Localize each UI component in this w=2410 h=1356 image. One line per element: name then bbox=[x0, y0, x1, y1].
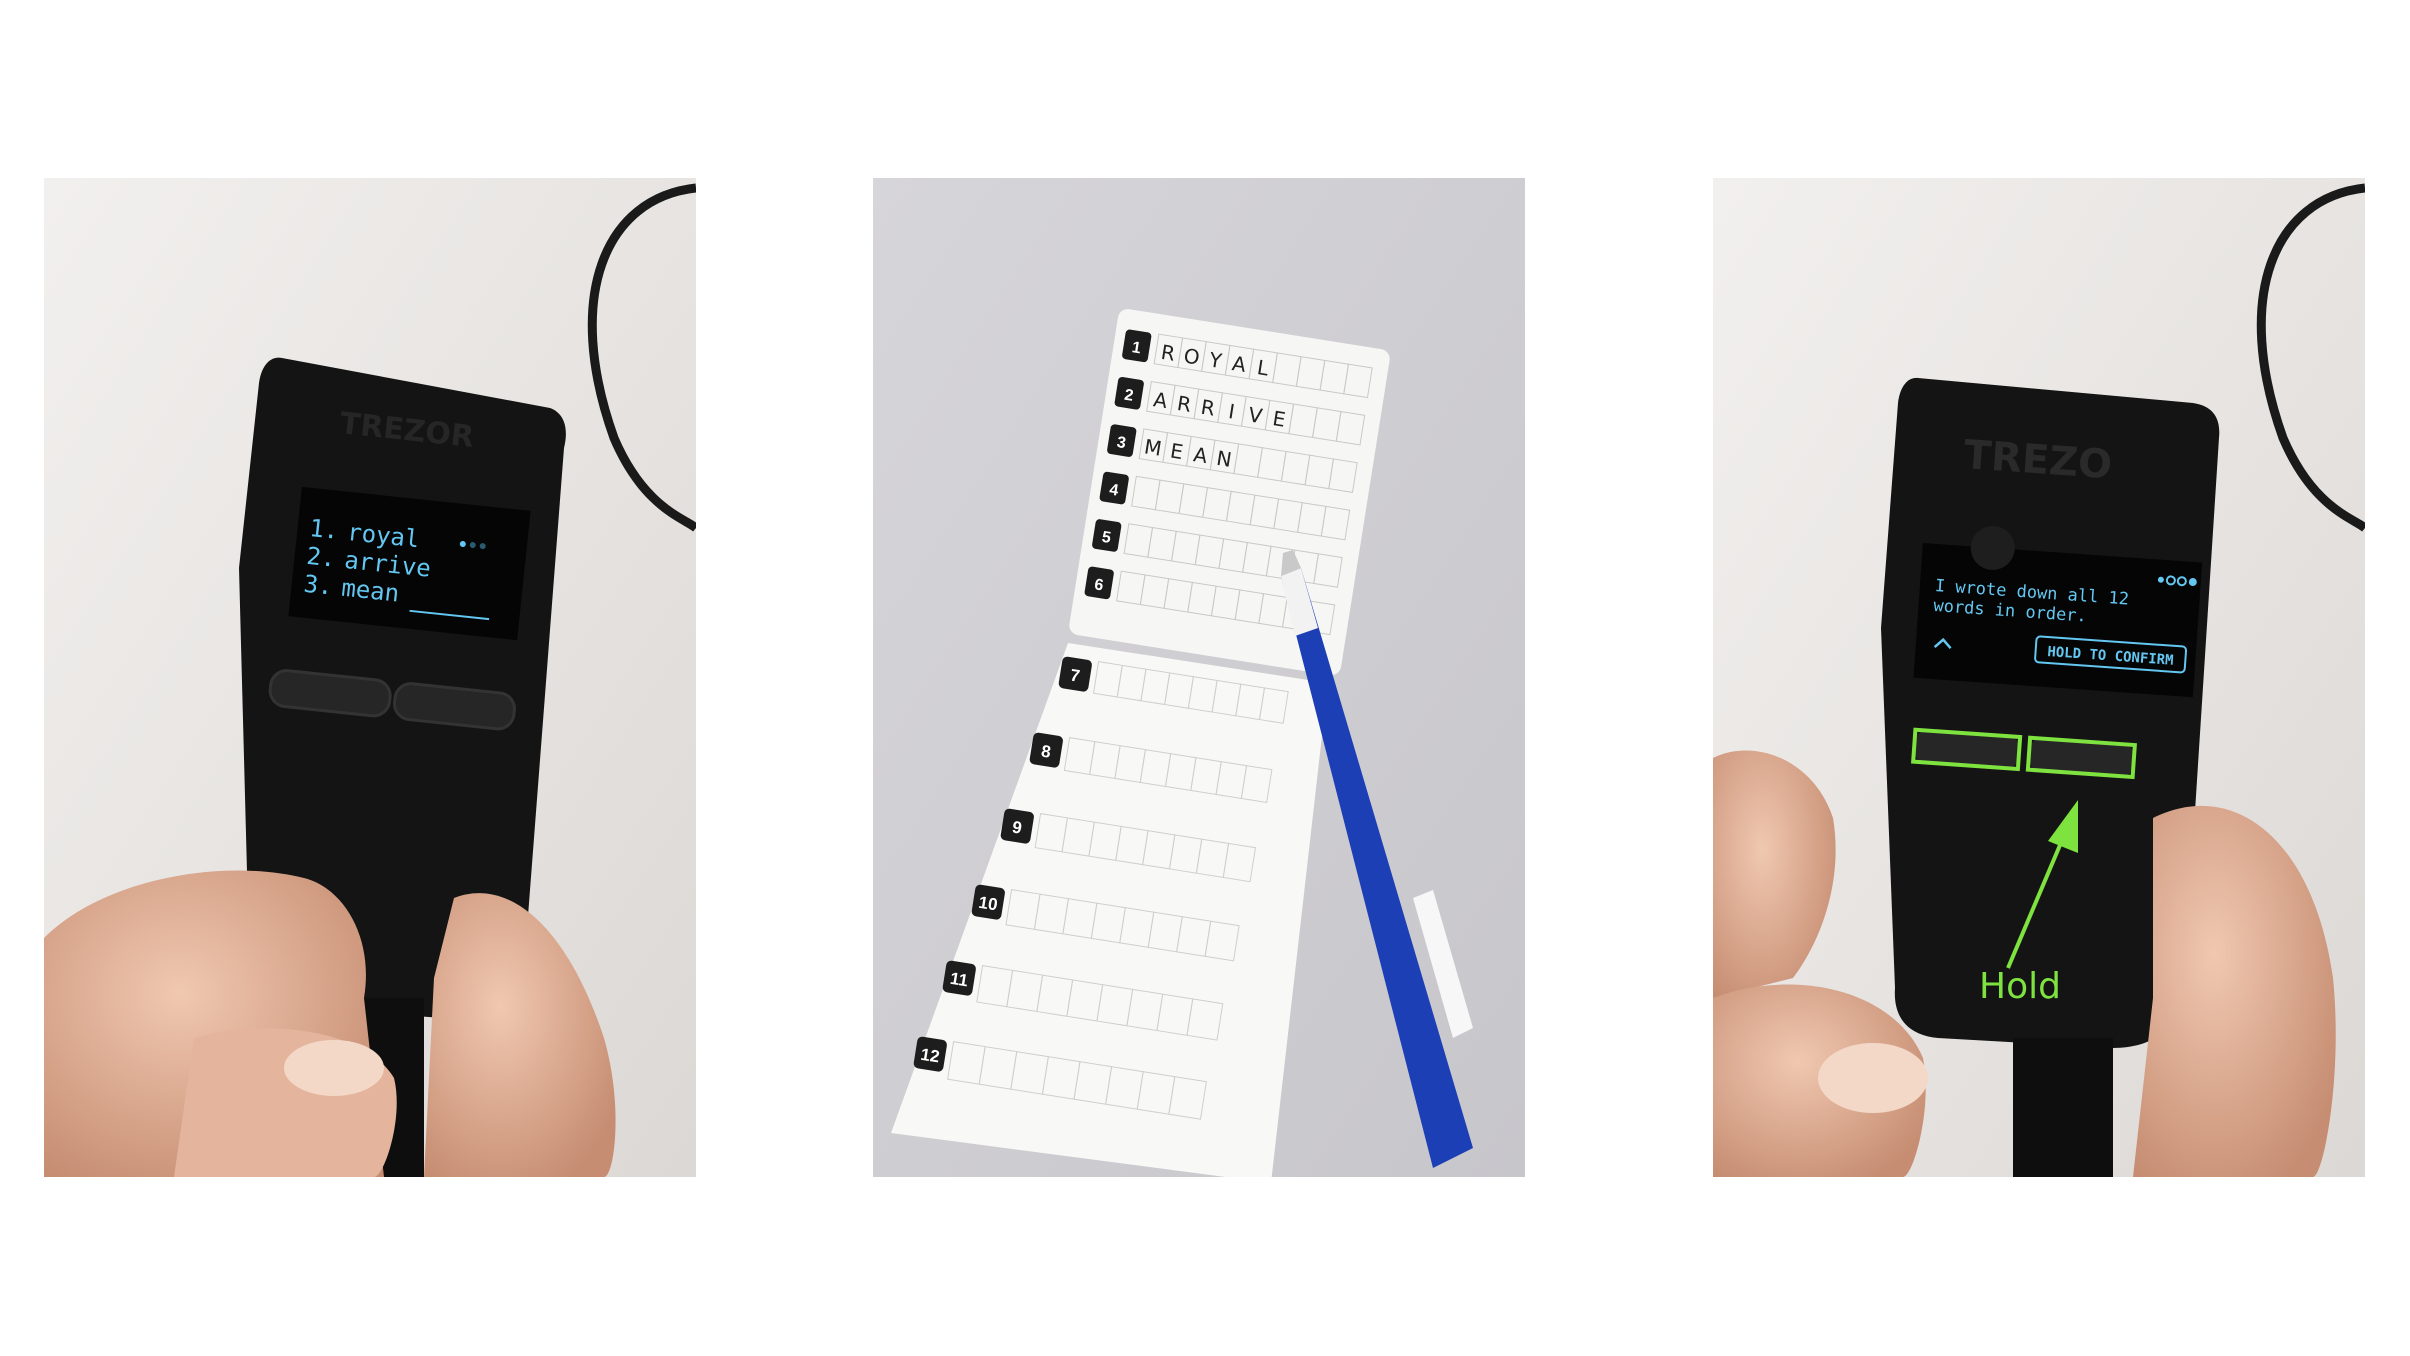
handwritten-letter: I bbox=[1227, 399, 1237, 424]
device-photo-1: TREZOR 1. royal 2. arrive 3. mean bbox=[44, 178, 696, 1177]
card-row-number: 2 bbox=[1123, 387, 1135, 405]
arrow-up-right-icon bbox=[2006, 800, 2078, 969]
arrow-right-icon bbox=[1554, 592, 1702, 628]
card-row-number: 8 bbox=[1040, 742, 1052, 762]
card-row-number: 10 bbox=[977, 893, 999, 915]
device-buttons bbox=[1911, 727, 2137, 780]
handwritten-letter: Y bbox=[1207, 347, 1225, 373]
card-row-number: 3 bbox=[1116, 434, 1128, 452]
handwritten-letter: R bbox=[1199, 395, 1217, 421]
handwritten-letter: N bbox=[1215, 446, 1234, 472]
arrow-right-icon bbox=[712, 592, 860, 628]
handwritten-letter: E bbox=[1271, 406, 1287, 432]
hold-to-confirm-button bbox=[2034, 635, 2188, 674]
card-row-number: 9 bbox=[1011, 818, 1023, 838]
handwritten-letter: M bbox=[1143, 434, 1164, 460]
device-screen: I wrote down all 12 words in order. HOLD… bbox=[1913, 525, 2203, 698]
photo-device-showing-words: TREZOR 1. royal 2. arrive 3. mean bbox=[44, 178, 696, 1177]
hold-annotation: Hold bbox=[1979, 966, 2061, 1007]
photo-device-hold-to-confirm: TREZO I wrote down all 12 words in order… bbox=[1713, 178, 2365, 1177]
card-row: 4 bbox=[1099, 471, 1351, 541]
screen-word-3: mean bbox=[340, 574, 400, 608]
left-button-highlight bbox=[1911, 727, 2023, 772]
handwritten-letter: R bbox=[1175, 391, 1193, 417]
card-row: 9 bbox=[1000, 808, 1257, 883]
handwritten-letter: A bbox=[1192, 442, 1210, 468]
screen-num-1: 1. bbox=[308, 514, 340, 545]
card-row-number: 6 bbox=[1093, 576, 1105, 594]
cable bbox=[587, 183, 696, 532]
screen-num-2: 2. bbox=[305, 542, 337, 573]
card-row: 11 bbox=[942, 960, 1224, 1041]
device-screen: 1. royal 2. arrive 3. mean bbox=[288, 486, 531, 641]
handwritten-letter: V bbox=[1247, 402, 1265, 428]
card-row: 7 bbox=[1058, 656, 1289, 724]
device-photo-3: TREZO I wrote down all 12 words in order… bbox=[1713, 178, 2365, 1177]
device-buttons bbox=[268, 669, 516, 731]
handwritten-letter: O bbox=[1182, 343, 1201, 369]
right-button-highlight bbox=[2025, 735, 2137, 780]
handwritten-letter: R bbox=[1159, 340, 1177, 366]
card-row-number: 11 bbox=[949, 969, 970, 991]
card-row-number: 1 bbox=[1131, 339, 1143, 357]
screen-num-3: 3. bbox=[302, 570, 334, 601]
card-row: 8 bbox=[1029, 732, 1273, 804]
device-body bbox=[1881, 377, 2220, 1048]
card-row: 12 bbox=[913, 1036, 1207, 1120]
hand bbox=[1713, 750, 1836, 998]
brand-logo: TREZO bbox=[1962, 432, 2113, 488]
handwritten-letter: L bbox=[1255, 355, 1271, 381]
card-row-number: 4 bbox=[1108, 481, 1120, 499]
handwritten-letter: E bbox=[1169, 439, 1185, 465]
card-row-number: 7 bbox=[1069, 666, 1081, 686]
card-row: 10 bbox=[971, 884, 1240, 962]
chevron-up-icon bbox=[1933, 637, 1952, 650]
card-row-number: 5 bbox=[1101, 529, 1113, 547]
pen bbox=[1281, 550, 1473, 1168]
card-row-number: 12 bbox=[919, 1045, 941, 1067]
handwritten-letter: A bbox=[1152, 387, 1170, 413]
handwritten-letter: A bbox=[1231, 351, 1249, 377]
cable bbox=[2256, 183, 2365, 532]
